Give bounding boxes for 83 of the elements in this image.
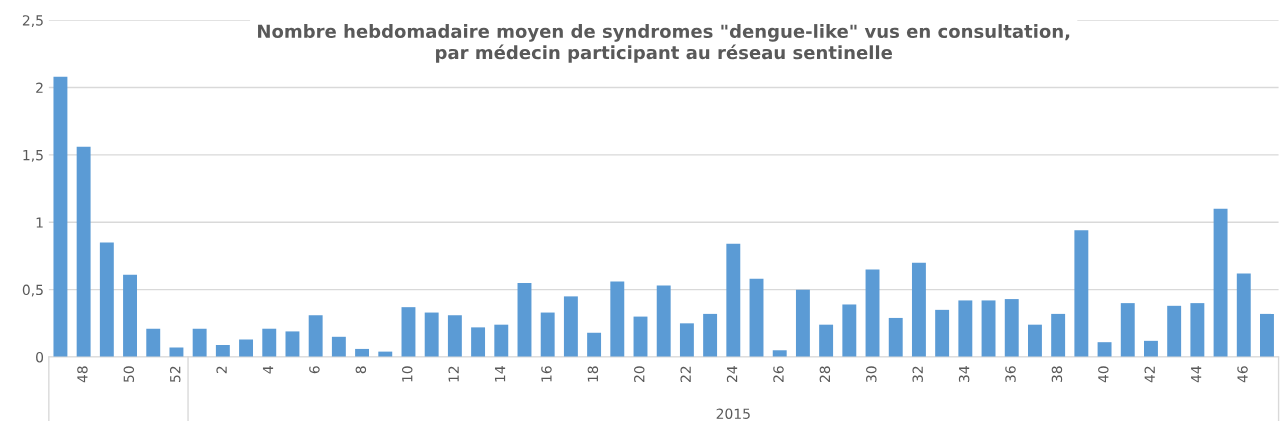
y-tick-label: 0,5 xyxy=(22,284,43,297)
x-tick-label: 50 xyxy=(123,366,135,382)
bar xyxy=(749,278,764,358)
bar xyxy=(1004,299,1019,358)
x-tick-label: 38 xyxy=(1051,366,1063,382)
x-tick-label: 52 xyxy=(169,366,181,382)
bar xyxy=(888,317,903,358)
x-tick-label: 48 xyxy=(77,366,88,383)
bar xyxy=(1236,273,1251,358)
bar xyxy=(633,316,648,358)
x-tick-label: 44 xyxy=(1191,366,1202,383)
x-tick-label: 30 xyxy=(866,366,877,382)
bar xyxy=(1213,208,1228,358)
bar xyxy=(517,282,532,358)
bar xyxy=(331,336,346,358)
bar xyxy=(865,269,880,358)
x-tick-label: 42 xyxy=(1144,366,1155,383)
bar xyxy=(1097,342,1112,358)
bar xyxy=(1027,324,1042,358)
bar xyxy=(1120,303,1135,358)
bar xyxy=(99,242,114,358)
bar xyxy=(703,313,718,358)
x-tick-label: 20 xyxy=(634,366,645,382)
bar xyxy=(447,315,462,358)
y-tick-label: 2 xyxy=(36,82,43,93)
bar xyxy=(424,312,439,358)
x-tick-label: 2 xyxy=(216,366,227,374)
bar xyxy=(981,300,996,358)
x-tick-label: 28 xyxy=(819,366,831,382)
x-tick-label: 36 xyxy=(1005,366,1016,382)
bar xyxy=(494,324,509,358)
bar xyxy=(726,243,741,358)
x-tick-label: 40 xyxy=(1098,366,1109,383)
bar xyxy=(401,307,416,358)
x-tick-label: 8 xyxy=(355,366,367,374)
x-tick-label: 14 xyxy=(494,366,506,382)
bar xyxy=(192,328,207,358)
bar xyxy=(819,324,834,358)
x-tick-label: 46 xyxy=(1237,366,1248,383)
bar xyxy=(1190,303,1205,358)
bar xyxy=(215,344,230,358)
x-tick-label: 12 xyxy=(448,366,459,382)
bar xyxy=(146,328,161,358)
x-tick-label: 34 xyxy=(958,366,970,382)
y-tick-label: 0 xyxy=(36,351,44,363)
x-tick-label: 6 xyxy=(309,366,320,374)
bar xyxy=(1260,313,1274,358)
text: Nombre hebdomadaire moyen de syndromes "dengue-like" vus en consultation, par médecin participant au réseau sentinelle xyxy=(258,24,1070,63)
y-tick-label: 2,5 xyxy=(22,15,43,28)
bar xyxy=(842,304,857,358)
bar xyxy=(53,76,68,358)
bar xyxy=(935,309,950,358)
bar xyxy=(610,281,625,358)
text: 2015 xyxy=(716,408,750,419)
bar xyxy=(795,289,810,358)
x-tick-label: 4 xyxy=(262,366,274,374)
bar xyxy=(587,332,602,358)
x-tick-label: 24 xyxy=(726,366,738,382)
bar xyxy=(679,323,694,358)
bar xyxy=(123,274,137,358)
y-tick-label: 1,5 xyxy=(23,150,43,162)
bar xyxy=(958,300,973,358)
x-tick-label: 26 xyxy=(773,366,784,382)
bar xyxy=(262,328,277,358)
bar xyxy=(1167,305,1182,358)
x-tick-label: 18 xyxy=(587,366,599,382)
bar xyxy=(285,331,300,358)
bar xyxy=(308,315,323,358)
bar xyxy=(1051,313,1066,358)
bar xyxy=(1144,340,1158,358)
x-tick-label: 16 xyxy=(541,366,552,382)
x-tick-label: 10 xyxy=(402,366,413,382)
bar xyxy=(540,312,555,358)
bar xyxy=(911,262,926,358)
bar xyxy=(1074,230,1089,358)
bar xyxy=(471,327,486,358)
y-tick-label: 1 xyxy=(36,217,43,228)
bar xyxy=(656,285,671,358)
x-tick-label: 22 xyxy=(680,366,691,382)
bar xyxy=(239,339,254,358)
x-tick-label: 32 xyxy=(912,366,923,382)
bar xyxy=(563,296,578,358)
bar xyxy=(76,146,91,358)
